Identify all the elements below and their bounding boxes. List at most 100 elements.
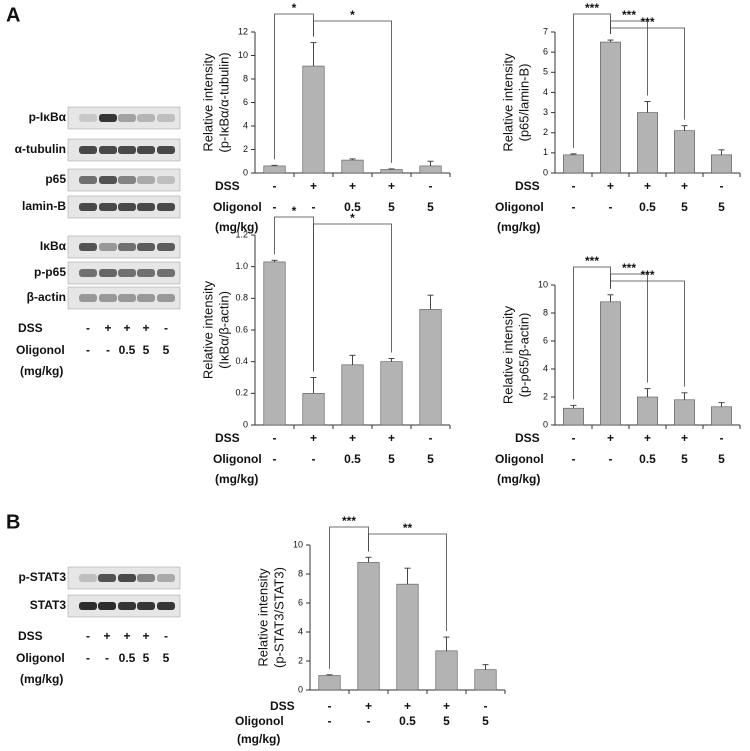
- blot-band: [157, 114, 175, 122]
- error-bar: [607, 294, 614, 302]
- condition-value: 5: [143, 651, 150, 665]
- bar: [711, 154, 732, 174]
- blot-band: [118, 203, 136, 211]
- blot-band: [99, 243, 117, 251]
- condition-value: +: [644, 431, 651, 445]
- bar: [674, 130, 695, 174]
- condition-value: +: [443, 699, 450, 713]
- bar: [357, 562, 380, 691]
- blot-band: [118, 602, 136, 610]
- y-tick-label: 8: [243, 73, 248, 83]
- blot-band: [118, 146, 136, 154]
- bar: [302, 65, 325, 174]
- bar: [600, 41, 621, 174]
- error-bar: [326, 674, 333, 676]
- blot-band: [137, 294, 155, 302]
- condition-value: 5: [143, 343, 150, 357]
- condition-value: 5: [427, 452, 434, 466]
- panel-label: B: [6, 511, 20, 533]
- y-axis-label: (p-IκBα/α-tubulin): [216, 52, 231, 152]
- condition-value: -: [273, 431, 277, 445]
- condition-value: -: [429, 431, 433, 445]
- condition-value: +: [388, 431, 395, 445]
- blot-band: [157, 203, 175, 211]
- bar: [600, 301, 621, 426]
- panel-label: A: [6, 4, 20, 26]
- error-bar: [310, 377, 317, 394]
- condition-label: DSS: [215, 431, 240, 445]
- condition-value: -: [484, 699, 488, 713]
- condition-value: 5: [427, 200, 434, 214]
- error-bar: [271, 164, 278, 166]
- condition-value: 5: [163, 651, 170, 665]
- y-tick-label: 0: [298, 684, 303, 694]
- y-axis-label: Relative intensity: [500, 53, 515, 152]
- condition-label: Oligonol: [495, 452, 544, 466]
- y-tick-label: 2: [243, 144, 248, 154]
- bar: [341, 364, 364, 426]
- condition-value: -: [572, 200, 576, 214]
- condition-value: 0.5: [119, 343, 136, 357]
- condition-value: -: [273, 452, 277, 466]
- condition-value: 0.5: [119, 651, 136, 665]
- y-tick-label: 4: [298, 626, 303, 636]
- blot-band: [137, 146, 155, 154]
- y-tick-label: 0: [243, 167, 248, 177]
- y-tick-label: 0: [243, 419, 248, 429]
- y-axis-label: Relative intensity: [200, 53, 215, 152]
- blot-band: [99, 269, 117, 277]
- condition-value: 0.5: [399, 714, 416, 728]
- significance-bracket: ***: [610, 268, 685, 387]
- condition-value: 5: [163, 343, 170, 357]
- condition-value: +: [388, 179, 395, 193]
- condition-label: Oligonol: [213, 452, 262, 466]
- blot-band: [118, 114, 136, 122]
- bar: [302, 393, 325, 426]
- condition-value: +: [103, 629, 110, 643]
- bar: [419, 165, 442, 174]
- condition-value: +: [142, 321, 149, 335]
- blot-band: [79, 146, 97, 154]
- error-bar: [427, 160, 434, 166]
- error-bar: [482, 664, 489, 670]
- y-tick-label: 12: [238, 26, 248, 36]
- error-bar: [443, 636, 450, 651]
- condition-value: 5: [718, 452, 725, 466]
- condition-value: +: [681, 179, 688, 193]
- condition-value: -: [312, 452, 316, 466]
- y-tick-label: 6: [298, 597, 303, 607]
- y-tick-label: 10: [293, 539, 303, 549]
- condition-label: DSS: [18, 321, 43, 335]
- y-tick-label: 10: [238, 50, 248, 60]
- error-bar: [271, 259, 278, 262]
- y-tick-label: 0: [543, 419, 548, 429]
- blot-band: [157, 602, 175, 610]
- blot-band: [118, 269, 136, 277]
- y-axis-label: (p-STAT3/STAT3): [271, 567, 286, 668]
- condition-label: Oligonol: [213, 200, 262, 214]
- condition-value: -: [720, 179, 724, 193]
- blot-band: [79, 203, 97, 211]
- y-tick-label: 1.0: [235, 261, 248, 271]
- blot-band: [99, 146, 117, 154]
- bar: [563, 407, 584, 426]
- condition-value: 0.5: [344, 200, 361, 214]
- blot-band: [137, 269, 155, 277]
- significance-bracket: **: [368, 521, 447, 632]
- significance-label: ***: [622, 8, 636, 22]
- bar: [637, 396, 658, 426]
- condition-sublabel: (mg/kg): [237, 732, 280, 746]
- blot-band: [98, 602, 116, 610]
- error-bar: [404, 567, 411, 585]
- bracket-line: [610, 27, 685, 120]
- y-axis-label: Relative intensity: [500, 305, 515, 404]
- blot-row-label: IκBα: [40, 239, 67, 253]
- condition-value: -: [609, 200, 613, 214]
- condition-value: -: [273, 179, 277, 193]
- y-tick-label: 2: [298, 655, 303, 665]
- y-axis-label: Relative intensity: [200, 280, 215, 379]
- condition-value: 5: [443, 714, 450, 728]
- error-bar: [681, 392, 688, 400]
- blot-band: [79, 574, 97, 582]
